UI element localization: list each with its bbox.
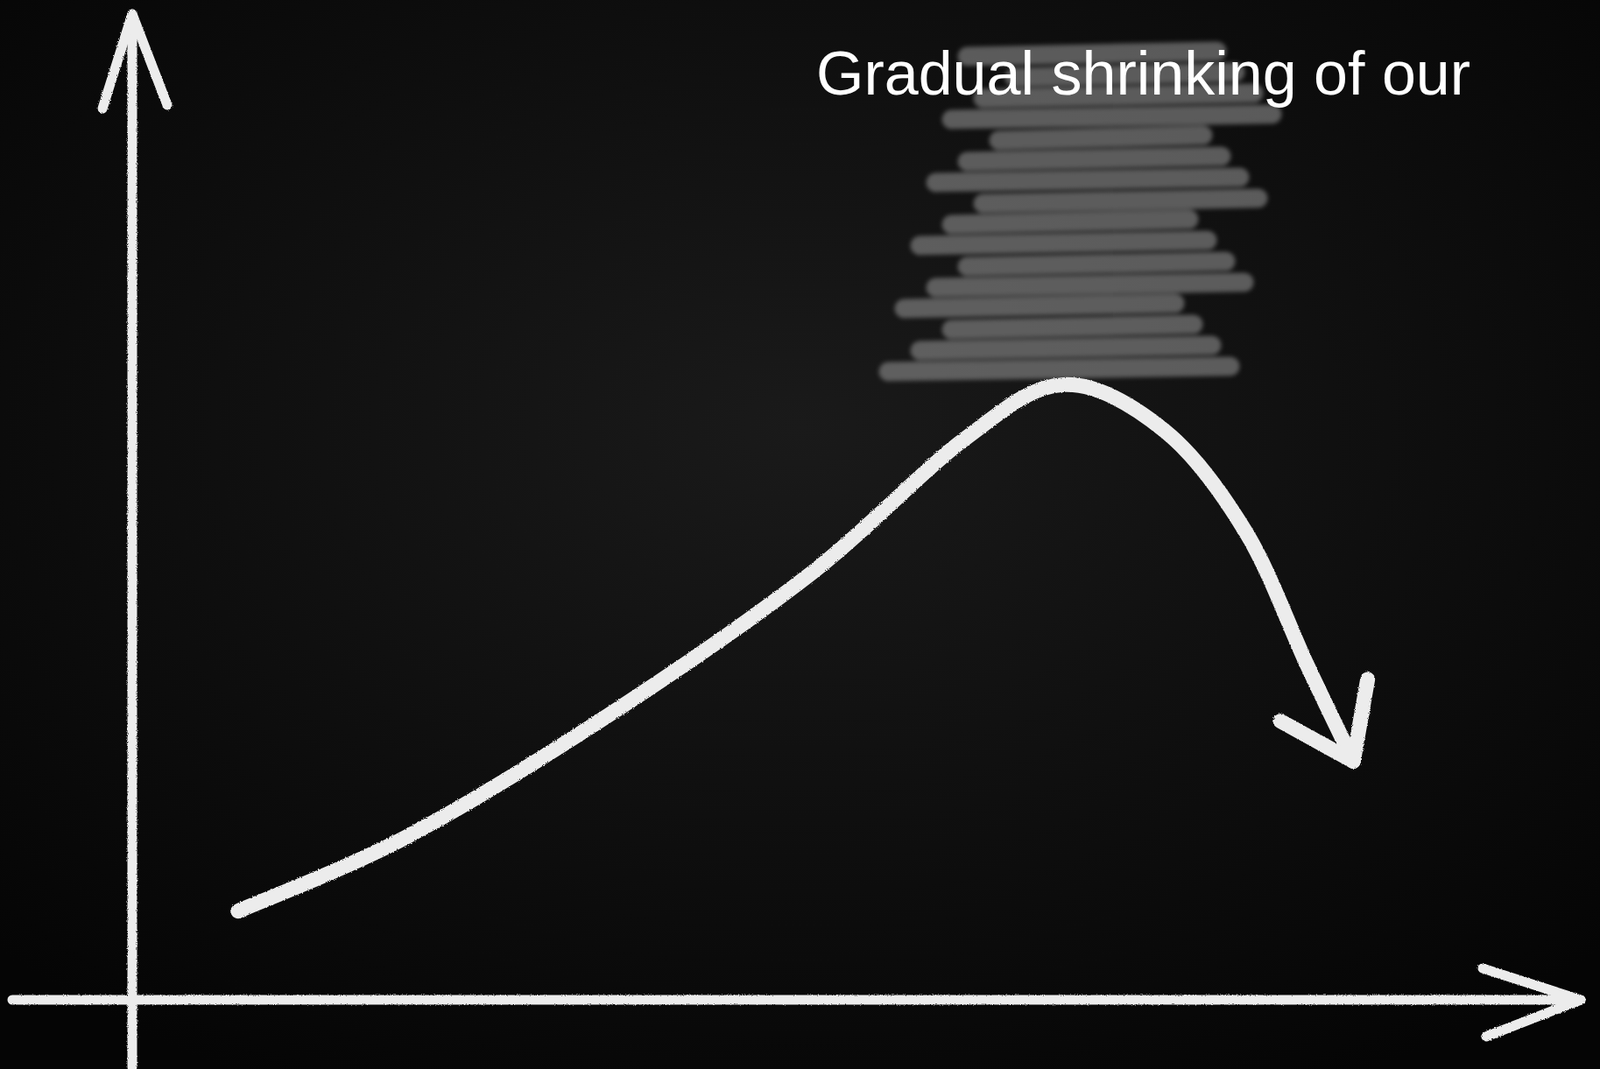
plot-area [238,384,1368,911]
trend-arrowhead [1280,679,1368,762]
subtitle: Gradual shrinking of our [816,39,1471,108]
y-axis [127,14,138,1068]
chalkboard [0,0,1600,1069]
chart: Gradual shrinking of our [0,0,1600,1069]
x-axis [12,995,1581,1006]
axes [12,14,1581,1068]
trend-line [238,384,1354,911]
y-axis-arrow [102,14,168,109]
x-axis-arrow [1482,968,1581,1037]
